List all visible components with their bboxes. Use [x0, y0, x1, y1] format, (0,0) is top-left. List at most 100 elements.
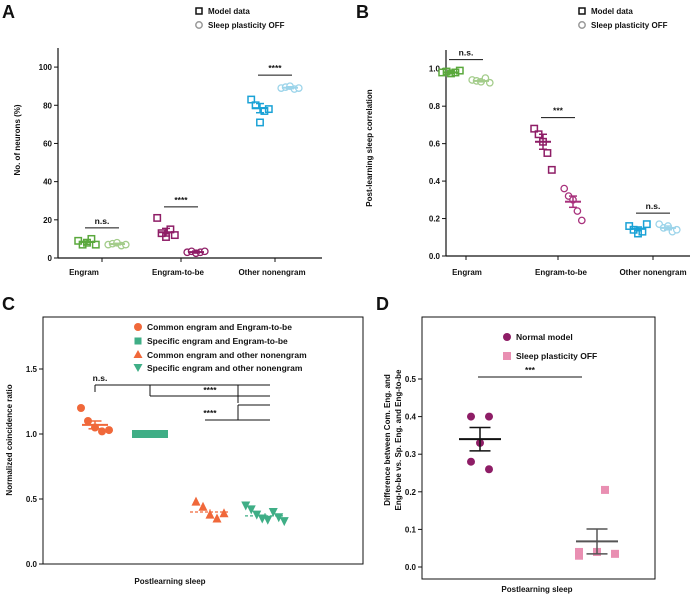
panel-c-legend-item: Specific engram and other nonengram	[147, 363, 303, 373]
panel-c-legend-marker-circle	[134, 323, 142, 331]
panel-c-xlabel: Postlearning sleep	[134, 577, 205, 586]
panel-b-xtick-label: Other nonengram	[619, 268, 686, 277]
panel-b-chart: Post-learning sleep correlation 0.0 0.2 0.…	[365, 7, 690, 277]
panel-d-legend-marker-square	[503, 352, 511, 360]
panel-c-significance-label: n.s.	[93, 373, 108, 383]
panel-c-data-point	[279, 517, 289, 527]
panel-a-ylabel: No. of neurons (%)	[13, 104, 22, 175]
panel-a-chart: No. of neurons (%) 0 20 40 60 80 100 Engram E…	[13, 7, 322, 277]
panel-c-significance-label: ****	[203, 408, 217, 418]
panel-a-xtick-label: Other nonengram	[238, 268, 305, 277]
panel-a-legend-model-data: Model data	[208, 7, 250, 16]
panel-c-data-point	[246, 505, 256, 515]
panel-d-legend-marker-circle	[503, 333, 511, 341]
panel-d-data-point	[485, 412, 493, 421]
panel-b-legend-square-marker	[578, 7, 586, 15]
panel-d-data-point	[485, 465, 493, 474]
panel-c-legend-item: Common engram and other nonengram	[147, 350, 307, 360]
panel-a-significance-label: ****	[268, 63, 282, 73]
panel-b-data-point	[577, 216, 586, 225]
panel-b-xtick-label: Engram-to-be	[535, 268, 588, 277]
panel-a-significance-label: ****	[174, 195, 188, 205]
panel-c-data-point	[212, 513, 222, 523]
panel-d-legend-item: Sleep plasticity OFF	[516, 351, 597, 361]
panel-label-A: A	[2, 2, 15, 22]
panel-c-data-point	[105, 426, 113, 435]
panel-a-data-point	[153, 213, 162, 222]
panel-a-data-point	[256, 118, 264, 127]
panel-d-legend-item: Normal model	[516, 332, 573, 342]
panel-a-xtick-label: Engram	[69, 268, 99, 277]
panel-c-data-point	[252, 510, 262, 520]
panel-a-legend-circle-marker	[195, 21, 203, 29]
panel-c-chart: Normalized coincidence ratio Postlearnin…	[5, 316, 364, 586]
panel-label-B: B	[356, 2, 369, 22]
panel-c-data-point	[268, 508, 278, 517]
panel-c-ytick-label: 0.0	[26, 560, 38, 569]
panel-c-legend-item: Common engram and Engram-to-be	[147, 322, 292, 332]
panel-a-ytick-label: 20	[43, 216, 52, 225]
panel-b-ytick-label: 0.2	[429, 215, 441, 224]
panel-a-ytick-label: 0	[48, 254, 53, 263]
panel-d-ylabel-line-2: Eng-to-be vs. Sp. Eng. and Eng-to-be	[394, 369, 403, 510]
panel-d-ytick-label: 0.5	[405, 375, 417, 384]
panel-b-legend-circle-marker	[578, 21, 586, 29]
panel-c-data-point	[77, 404, 85, 412]
panel-d-significance-label: ***	[525, 365, 536, 375]
panel-d-ytick-label: 0.3	[405, 450, 417, 459]
panel-a-ytick-label: 60	[43, 139, 52, 148]
panel-b-data-point	[543, 149, 552, 157]
panel-c-ytick-label: 0.5	[26, 495, 38, 504]
panel-d-ytick-label: 0.1	[405, 525, 417, 534]
panel-b-ytick-label: 0.8	[429, 102, 441, 111]
panel-c-data-point	[198, 501, 208, 511]
panel-a-data-point	[91, 240, 100, 249]
panel-a-legend-sleep-off: Sleep plasticity OFF	[208, 21, 285, 30]
panel-c-data-point	[191, 496, 201, 506]
panel-a-significance-label: n.s.	[95, 216, 110, 226]
panel-d-frame	[421, 316, 656, 580]
panel-b-data-point	[560, 184, 569, 193]
panel-b-xtick-label: Engram	[452, 268, 482, 277]
panel-d-data-point	[611, 549, 619, 558]
panel-c-ylabel: Normalized coincidence ratio	[5, 384, 14, 495]
panel-a-data-point	[247, 95, 256, 104]
panel-b-ytick-label: 1.0	[429, 65, 441, 74]
panel-b-data-point	[547, 165, 556, 174]
panel-a-data-point	[170, 231, 179, 240]
panel-c-data-point	[84, 417, 92, 425]
panel-a-ytick-label: 100	[39, 63, 53, 72]
panel-d-data-point	[467, 412, 475, 421]
panel-c-legend-marker-square	[134, 337, 142, 345]
panel-d-ytick-label: 0.4	[405, 413, 417, 422]
panel-b-significance-label: ***	[553, 106, 564, 116]
panel-b-data-point	[642, 220, 651, 229]
panel-b-data-point	[573, 207, 582, 215]
panel-c-legend-marker-triangle-down	[133, 364, 143, 372]
panel-c-legend-item: Specific engram and Engram-to-be	[147, 336, 288, 346]
panel-c-data-point	[219, 508, 229, 518]
panel-c-ytick-label: 1.5	[26, 365, 38, 374]
panel-b-data-point	[455, 66, 464, 75]
panel-c-ytick-label: 1.0	[26, 430, 38, 439]
panel-d-ytick-label: 0.0	[405, 563, 417, 572]
panel-b-legend-sleep-off: Sleep plasticity OFF	[591, 21, 668, 30]
panel-label-D: D	[376, 294, 389, 314]
panel-d-data-point	[575, 551, 583, 560]
panel-b-ytick-label: 0.6	[429, 140, 441, 149]
panel-c-data-point	[160, 430, 168, 438]
panel-c-significance-label: ****	[203, 385, 217, 395]
panel-d-ylabel-line-1: Difference between Com. Eng. and	[383, 374, 392, 506]
panel-a-legend-square-marker	[195, 7, 203, 15]
panel-b-ytick-label: 0.4	[429, 177, 441, 186]
panel-a-ytick-label: 40	[43, 178, 52, 187]
panel-d-xlabel: Postlearning sleep	[501, 585, 572, 594]
panel-label-C: C	[2, 294, 15, 314]
panel-a-ytick-label: 80	[43, 101, 52, 110]
panel-d-chart: Difference between Com. Eng. and Eng-to-…	[383, 316, 656, 594]
panel-a-xtick-label: Engram-to-be	[152, 268, 205, 277]
panel-c-data-point	[241, 501, 251, 511]
panel-b-significance-label: n.s.	[459, 48, 474, 58]
panel-b-legend-model-data: Model data	[591, 7, 633, 16]
